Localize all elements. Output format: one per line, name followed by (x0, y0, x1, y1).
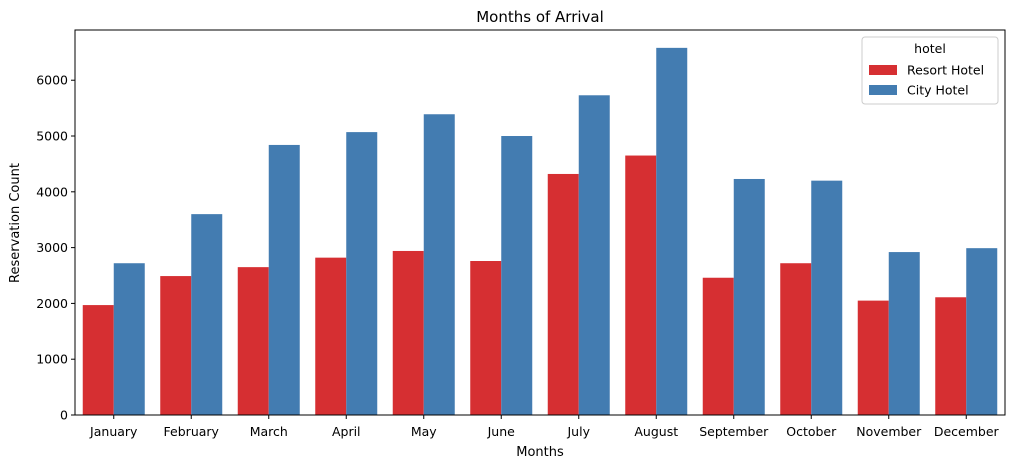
bar-resort-hotel-september (702, 277, 734, 415)
y-tick-label: 3000 (36, 240, 68, 255)
y-tick-label: 2000 (36, 296, 68, 311)
x-tick-label-december: December (934, 424, 1000, 439)
x-tick-label-october: October (786, 424, 837, 439)
bar-resort-hotel-july (547, 173, 579, 415)
legend-title: hotel (914, 41, 946, 56)
y-tick-label: 0 (60, 408, 68, 423)
bar-resort-hotel-may (392, 250, 424, 415)
x-tick-label-may: May (411, 424, 437, 439)
legend-label-resort-hotel: Resort Hotel (907, 63, 984, 78)
x-tick-label-january: January (89, 424, 138, 439)
y-tick-label: 1000 (36, 352, 68, 367)
bar-city-hotel-october (811, 180, 843, 415)
bar-city-hotel-january (113, 263, 145, 415)
x-tick-label-march: March (250, 424, 288, 439)
bar-resort-hotel-june (470, 261, 502, 415)
y-axis-label: Reservation Count (8, 163, 23, 283)
bar-city-hotel-august (656, 47, 688, 416)
legend-label-city-hotel: City Hotel (907, 83, 969, 98)
bar-city-hotel-june (501, 136, 533, 415)
bar-city-hotel-may (423, 114, 455, 415)
x-tick-label-november: November (856, 424, 922, 439)
y-tick-label: 4000 (36, 184, 68, 199)
legend-swatch-city-hotel (869, 85, 897, 95)
bar-city-hotel-july (578, 95, 610, 415)
x-tick-label-april: April (332, 424, 361, 439)
bar-resort-hotel-january (82, 305, 114, 415)
bars-layer (82, 47, 998, 416)
axes-layer: 0 1000 2000 3000 4000 5000 6000 January February… (36, 29, 1006, 439)
bar-resort-hotel-april (315, 257, 347, 415)
legend-swatch-resort-hotel (869, 65, 897, 75)
plot-frame (74, 29, 1006, 416)
bar-resort-hotel-october (780, 263, 812, 415)
bar-city-hotel-september (733, 178, 765, 415)
bar-city-hotel-march (268, 144, 300, 415)
bar-resort-hotel-august (625, 155, 657, 416)
bar-city-hotel-december (966, 248, 998, 415)
y-tick-label: 5000 (36, 129, 68, 144)
legend: hotel Resort Hotel City Hotel (861, 36, 999, 105)
x-axis-label: Months (516, 445, 564, 460)
bar-city-hotel-november (888, 252, 920, 415)
x-tick-label-august: August (634, 424, 678, 439)
x-tick-label-september: September (699, 424, 769, 439)
chart-title: Months of Arrival (476, 8, 604, 26)
bar-resort-hotel-february (160, 276, 192, 415)
x-tick-label-february: February (164, 424, 220, 439)
bar-resort-hotel-november (857, 300, 889, 415)
bar-resort-hotel-march (237, 267, 269, 415)
y-tick-label: 6000 (36, 73, 68, 88)
bar-resort-hotel-december (935, 297, 967, 415)
bar-city-hotel-february (191, 214, 223, 415)
x-tick-label-july: July (567, 424, 591, 439)
x-tick-label-june: June (487, 424, 516, 439)
bar-city-hotel-april (346, 132, 378, 416)
